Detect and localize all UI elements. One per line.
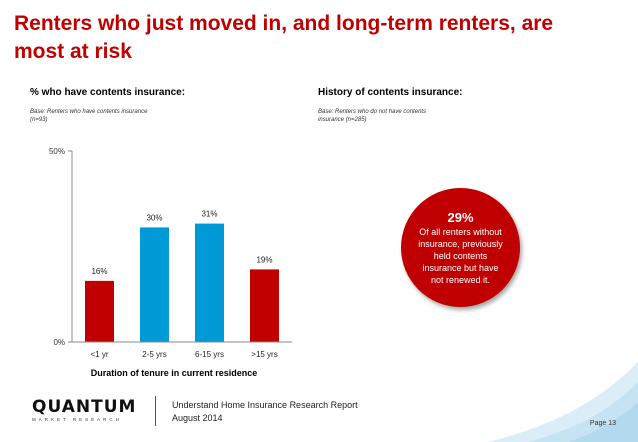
page-number: Page 13 [589,420,616,427]
bar-value-label: 16% [91,267,107,276]
bar-value-label: 19% [256,255,272,264]
footer-divider [155,396,156,426]
callout-percentage: 29% [447,209,474,225]
left-panel-heading: % who have contents insurance: [30,87,186,98]
right-panel-heading: History of contents insurance: [318,87,463,98]
page-title: Renters who just moved in, and long-term… [14,12,554,63]
logo-wordmark: QUANTUM [32,397,137,417]
bar-2 [140,227,169,342]
report-info: Understand Home Insurance Research Repor… [172,399,358,425]
x-category-label: 6-15 yrs [195,350,224,359]
callout-description: Of all renters without insurance, previo… [418,226,503,285]
decorative-swoosh [488,362,638,442]
y-tick-label: 0% [53,338,65,347]
x-category-label: <1 yr [90,350,108,359]
bar-4 [250,269,279,342]
right-panel-base-note: Base: Renters who do not have contents i… [318,109,427,123]
bar-3 [195,223,224,342]
quantum-logo: QUANTUM MARKET RESEARCH [32,398,136,422]
bar-1 [85,280,114,342]
x-axis-title: Duration of tenure in current residence [91,368,258,378]
x-category-label: 2-5 yrs [142,350,166,359]
logo-subtitle: MARKET RESEARCH [32,417,122,422]
insurance-history-callout: 29% Of all renters without insurance, pr… [401,188,520,307]
report-title: Understand Home Insurance Research Repor… [172,400,358,410]
tenure-bar-chart: 0% 50% 16% 30% 31% 19% <1 yr 2-5 yrs 6-15 yrs >… [49,147,292,378]
left-panel-base-note: Base: Renters who have contents insuranc… [30,109,148,123]
bar-value-label: 31% [201,210,217,219]
bar-value-label: 30% [146,213,162,222]
x-category-label: >15 yrs [251,350,277,359]
y-tick-label: 50% [49,147,65,156]
report-date: August 2014 [172,413,223,423]
